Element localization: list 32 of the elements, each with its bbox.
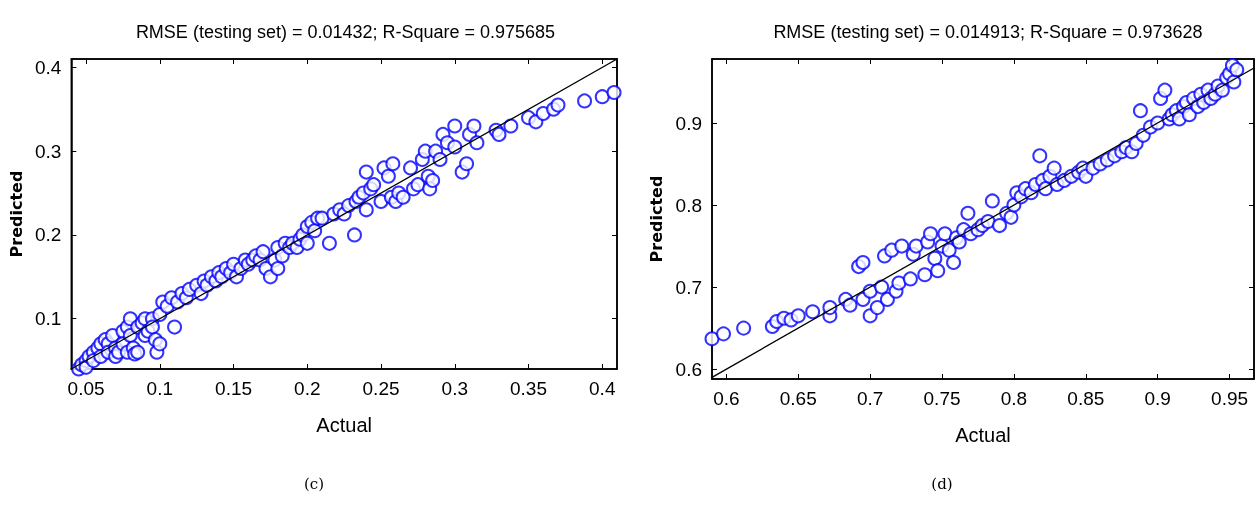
y-axis-title: Predicted xyxy=(647,175,667,263)
x-tick-label: 0.15 xyxy=(215,378,253,399)
chart-title: RMSE (testing set) = 0.014913; R-Square = 0.973628 xyxy=(773,22,1203,42)
x-tick-label: 0.1 xyxy=(146,378,174,399)
text: (c) xyxy=(303,474,325,493)
text: (d) xyxy=(931,474,953,493)
y-tick-label: 0.2 xyxy=(34,224,62,246)
y-tick-label: 0.9 xyxy=(675,112,702,134)
x-axis-title: Actual xyxy=(316,414,372,436)
x-tick-label: 0.4 xyxy=(589,378,616,399)
x-tick-label: 0.25 xyxy=(362,378,400,399)
y-axis-title: Predicted xyxy=(6,170,26,258)
x-tick-label: 0.75 xyxy=(923,388,961,409)
y-tick-label: 0.4 xyxy=(34,56,62,78)
y-tick-label: 0.1 xyxy=(34,308,62,330)
x-tick-label: 0.8 xyxy=(1000,388,1028,409)
x-tick-label: 0.35 xyxy=(510,378,547,399)
x-axis-title: Actual xyxy=(955,424,1011,446)
x-tick-label: 0.85 xyxy=(1067,388,1105,409)
y-tick-label: 0.6 xyxy=(675,358,702,380)
y-tick-label: 0.7 xyxy=(675,276,702,298)
x-tick-label: 0.6 xyxy=(713,388,740,409)
x-tick-label: 0.05 xyxy=(67,378,105,399)
x-tick-label: 0.95 xyxy=(1211,388,1249,409)
x-tick-label: 0.3 xyxy=(441,378,468,399)
y-tick-label: 0.3 xyxy=(34,140,62,162)
chart-title: RMSE (testing set) = 0.01432; R-Square = 0.975685 xyxy=(135,22,556,42)
x-tick-label: 0.7 xyxy=(856,388,884,409)
y-tick-label: 0.8 xyxy=(675,194,702,216)
x-tick-label: 0.2 xyxy=(294,378,321,399)
x-tick-label: 0.9 xyxy=(1144,388,1171,409)
x-tick-label: 0.65 xyxy=(779,388,817,409)
